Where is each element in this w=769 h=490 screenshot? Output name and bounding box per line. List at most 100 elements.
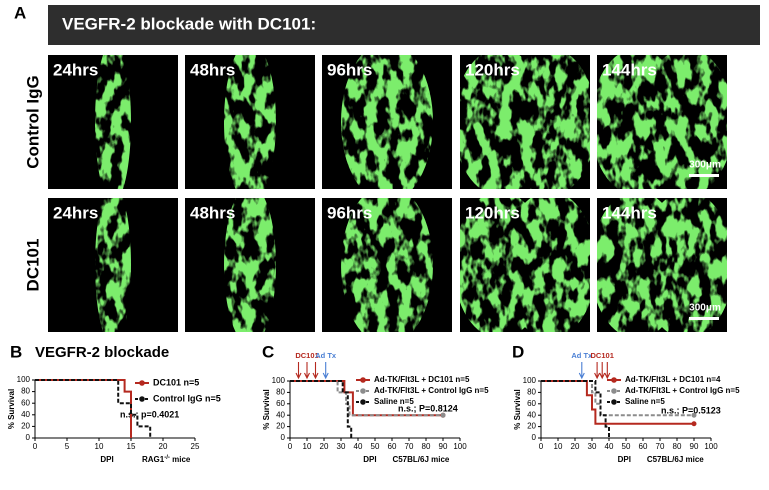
row-label: Control IgG (23, 75, 42, 168)
time-label: 48hrs (190, 60, 235, 79)
legend-marker (360, 399, 366, 405)
arrow-label: Ad Tx (571, 351, 593, 360)
end-marker (691, 412, 697, 418)
treatment-arrow (594, 362, 601, 380)
treatment-arrow (599, 362, 606, 380)
micrograph-signal (95, 198, 131, 332)
x-tick-label: 50 (622, 442, 631, 451)
x-tick-label: 0 (33, 442, 38, 451)
y-tick-label: 40 (527, 410, 536, 419)
legend-marker (360, 377, 366, 383)
survival-curve (290, 380, 353, 438)
x-tick-label: 70 (405, 442, 414, 451)
micrograph-signal (460, 198, 590, 332)
strain: C57BL/6J mice (392, 455, 449, 464)
micrograph-signal (224, 55, 276, 189)
annotation: n.s.; p=0.4021 (120, 409, 179, 419)
legend-marker (611, 377, 617, 383)
x-axis-label: DPI (363, 455, 376, 464)
scale-bar-label: 300μm (689, 160, 721, 171)
x-tick-label: 10 (303, 442, 312, 451)
header-bar (48, 5, 760, 45)
x-tick-label: 20 (159, 442, 168, 451)
x-tick-label: 0 (539, 442, 544, 451)
strain-superscript: -/- (164, 455, 170, 461)
legend-label: Ad-TK/Flt3L + DC101 n=5 (374, 375, 470, 384)
legend-marker (360, 388, 366, 394)
x-tick-label: 20 (320, 442, 329, 451)
y-tick-label: 60 (527, 399, 536, 408)
strain: RAG1 (142, 455, 165, 464)
micrograph-signal (341, 198, 433, 332)
time-label: 48hrs (190, 203, 235, 222)
y-tick-label: 80 (527, 388, 536, 397)
x-tick-label: 0 (288, 442, 293, 451)
arrow-label: Ad Tx (315, 351, 337, 360)
y-tick-label: 40 (21, 410, 30, 419)
treatment-arrow (604, 362, 611, 380)
time-label: 120hrs (465, 203, 520, 222)
x-tick-label: 40 (605, 442, 614, 451)
panel-label: C (262, 342, 274, 361)
x-tick-label: 60 (639, 442, 648, 451)
y-axis-label: % Survival (513, 389, 522, 429)
x-axis-label: DPI (618, 455, 631, 464)
x-tick-label: 90 (439, 442, 448, 451)
scale-bar (689, 174, 719, 177)
x-tick-label: 10 (95, 442, 104, 451)
y-tick-label: 60 (21, 398, 30, 407)
strain-suffix: mice (170, 455, 191, 464)
x-tick-label: 100 (453, 442, 467, 451)
x-tick-label: 80 (422, 442, 431, 451)
survival-curve (290, 380, 443, 417)
legend-label: Ad-TK/Flt3L + Control IgG n=5 (625, 386, 740, 395)
panel-label: B (10, 342, 22, 361)
annotation: n.s.; P=0.5123 (661, 405, 721, 415)
legend-label: Ad-TK/Flt3L + Control IgG n=5 (374, 386, 489, 395)
end-marker (440, 412, 446, 418)
survival-curve (541, 380, 610, 438)
x-axis-label: DPI (100, 455, 113, 464)
x-tick-label: 80 (673, 442, 682, 451)
x-tick-label: 50 (371, 442, 380, 451)
survival-curve (541, 380, 694, 425)
y-tick-label: 80 (21, 387, 30, 396)
scale-bar (689, 317, 719, 320)
y-axis-label: % Survival (262, 389, 271, 429)
y-tick-label: 20 (276, 422, 285, 431)
strain-label: C57BL/6J mice (647, 455, 704, 464)
legend-label: Ad-TK/Flt3L + DC101 n=4 (625, 375, 721, 384)
y-tick-label: 0 (26, 433, 31, 442)
x-tick-label: 40 (354, 442, 363, 451)
strain: C57BL/6J mice (647, 455, 704, 464)
micrograph-signal (597, 55, 727, 189)
legend-label: Control IgG n=5 (153, 393, 221, 403)
legend-label: Saline n=5 (625, 397, 665, 406)
micrograph-signal (224, 198, 276, 332)
y-tick-label: 0 (532, 433, 537, 442)
y-tick-label: 40 (276, 410, 285, 419)
x-tick-label: 15 (127, 442, 136, 451)
strain-label: RAG1-/- mice (142, 455, 191, 465)
panel-label: D (512, 342, 524, 361)
y-tick-label: 100 (523, 376, 537, 385)
legend-marker (611, 388, 617, 394)
legend-marker (139, 380, 145, 386)
panel-title: VEGFR-2 blockade with DC101: (62, 14, 316, 33)
x-tick-label: 20 (571, 442, 580, 451)
y-tick-label: 0 (281, 433, 286, 442)
y-tick-label: 60 (276, 399, 285, 408)
legend-label: DC101 n=5 (153, 377, 199, 387)
x-tick-label: 100 (704, 442, 718, 451)
treatment-arrow (322, 362, 329, 380)
x-tick-label: 30 (337, 442, 346, 451)
end-marker (691, 421, 697, 427)
y-tick-label: 20 (527, 422, 536, 431)
x-tick-label: 25 (191, 442, 200, 451)
arrow-label: DC101 (295, 351, 318, 360)
micrograph-signal (597, 198, 727, 332)
legend-marker (139, 396, 145, 402)
micrograph-signal (460, 55, 590, 189)
x-tick-label: 30 (588, 442, 597, 451)
